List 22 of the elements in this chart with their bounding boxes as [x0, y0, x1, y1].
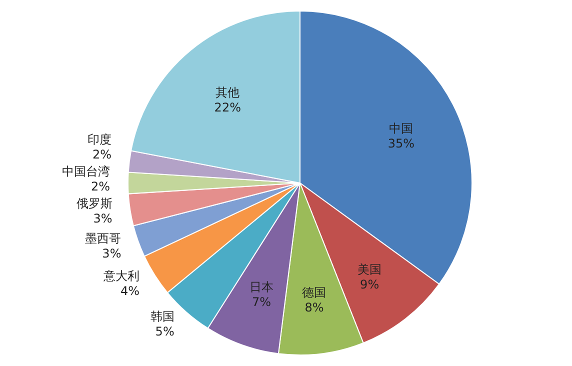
- slice-label: 意大利: [102, 268, 140, 283]
- slice-label: 墨西哥: [85, 231, 122, 246]
- slice-label: 其他: [216, 86, 240, 100]
- data-label: 7%: [252, 294, 272, 309]
- slice-label: 韩国: [150, 310, 174, 324]
- data-label: 5%: [155, 324, 174, 339]
- data-label: 3%: [102, 246, 122, 260]
- data-label: 22%: [214, 100, 241, 115]
- slice-label: 中国台湾: [62, 164, 110, 179]
- slice-label: 中国: [389, 121, 414, 136]
- slice-label: 美国: [358, 262, 382, 277]
- slice-label: 印度: [88, 132, 112, 147]
- data-label: 4%: [120, 284, 140, 298]
- data-label: 2%: [92, 148, 112, 162]
- data-label: 8%: [304, 300, 324, 315]
- slice-label: 日本: [250, 280, 274, 294]
- data-label: 35%: [388, 136, 414, 150]
- slice-label: 德国: [302, 286, 326, 300]
- data-label: 9%: [360, 278, 380, 292]
- data-label: 2%: [90, 180, 110, 194]
- slice-label: 俄罗斯: [76, 196, 112, 211]
- data-label: 3%: [93, 212, 112, 226]
